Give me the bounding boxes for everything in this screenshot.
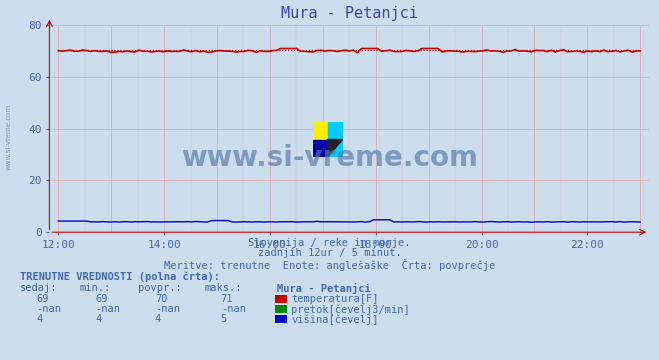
- Text: -nan: -nan: [96, 304, 121, 314]
- Text: maks.:: maks.:: [204, 283, 242, 293]
- Text: 71: 71: [221, 294, 233, 304]
- Text: 4: 4: [155, 314, 161, 324]
- Text: 69: 69: [36, 294, 49, 304]
- Text: pretok[čevelj3/min]: pretok[čevelj3/min]: [291, 304, 410, 315]
- Text: 4: 4: [96, 314, 101, 324]
- Text: -nan: -nan: [155, 304, 180, 314]
- Text: temperatura[F]: temperatura[F]: [291, 294, 379, 304]
- Polygon shape: [328, 140, 343, 157]
- Text: 5: 5: [221, 314, 227, 324]
- Text: min.:: min.:: [79, 283, 110, 293]
- Bar: [313, 122, 328, 140]
- Text: 70: 70: [155, 294, 167, 304]
- Text: povpr.:: povpr.:: [138, 283, 182, 293]
- Text: 69: 69: [96, 294, 108, 304]
- Polygon shape: [328, 140, 343, 157]
- Bar: [313, 140, 328, 157]
- Text: Mura - Petanjci: Mura - Petanjci: [277, 283, 370, 294]
- Text: višina[čevelj]: višina[čevelj]: [291, 314, 379, 325]
- Bar: [328, 122, 343, 140]
- Text: Slovenija / reke in morje.: Slovenija / reke in morje.: [248, 238, 411, 248]
- Text: zadnjih 12ur / 5 minut.: zadnjih 12ur / 5 minut.: [258, 248, 401, 258]
- Text: 4: 4: [36, 314, 42, 324]
- Title: Mura - Petanjci: Mura - Petanjci: [281, 6, 418, 21]
- Text: www.si-vreme.com: www.si-vreme.com: [5, 104, 12, 170]
- Text: Meritve: trenutne  Enote: anglešaške  Črta: povprečje: Meritve: trenutne Enote: anglešaške Črta…: [164, 259, 495, 271]
- Text: -nan: -nan: [36, 304, 61, 314]
- Text: TRENUTNE VREDNOSTI (polna črta):: TRENUTNE VREDNOSTI (polna črta):: [20, 272, 219, 282]
- Text: -nan: -nan: [221, 304, 246, 314]
- Text: www.si-vreme.com: www.si-vreme.com: [181, 144, 478, 172]
- Text: sedaj:: sedaj:: [20, 283, 57, 293]
